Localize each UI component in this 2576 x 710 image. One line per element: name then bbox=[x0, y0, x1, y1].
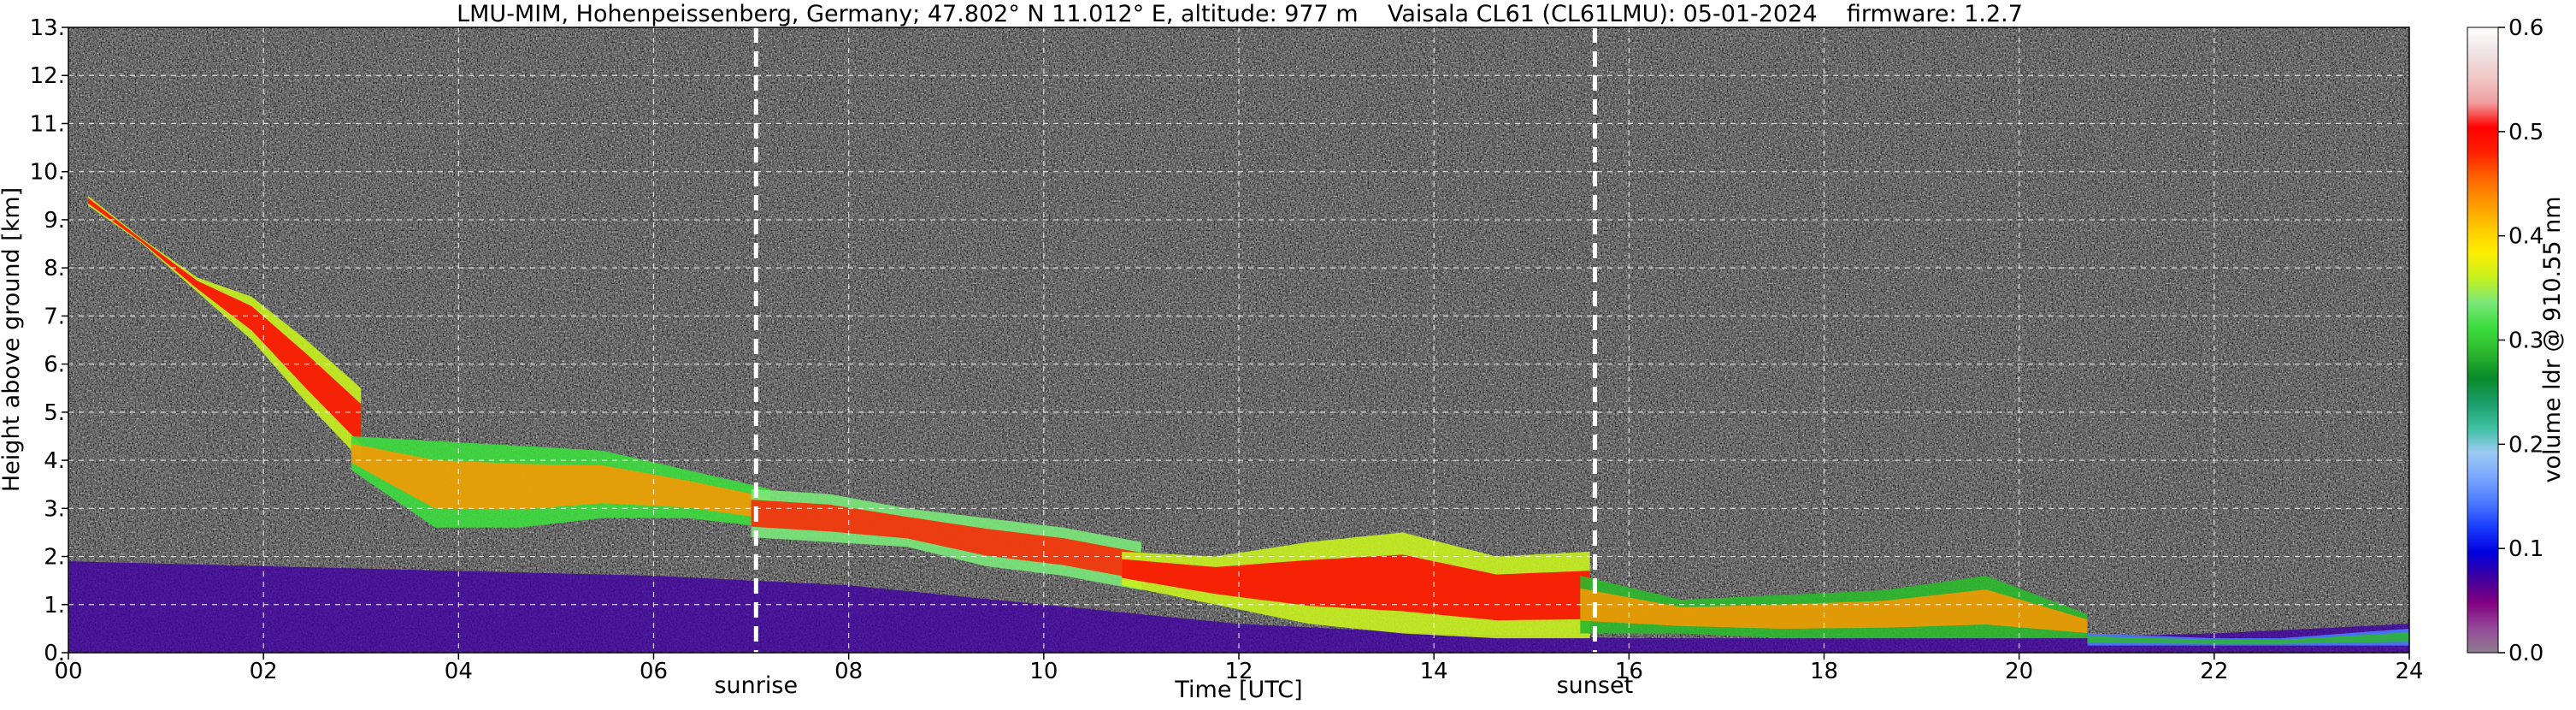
sunrise-label: sunrise bbox=[714, 672, 798, 699]
colorbar-tick-label: 0.6 bbox=[2508, 15, 2544, 41]
y-tick-label: 6. bbox=[44, 352, 65, 378]
x-axis-label: Time [UTC] bbox=[1174, 677, 1302, 703]
y-axis-ticks: 0. 1. 2. 3. 4. 5. 6. 7. 8. 9. 10. 11. 12. 13. bbox=[30, 15, 68, 666]
x-tick-label: 16 bbox=[1615, 659, 1643, 684]
x-tick-label: 18 bbox=[1810, 659, 1838, 684]
y-tick-label: 3. bbox=[44, 496, 65, 522]
colorbar-tick-label: 0.2 bbox=[2508, 432, 2544, 458]
y-tick-label: 8. bbox=[44, 256, 65, 281]
cloud-layer-core bbox=[1580, 588, 2088, 633]
x-tick-label: 02 bbox=[250, 659, 278, 684]
x-tick-label: 14 bbox=[1420, 659, 1448, 684]
cloud-layer-core bbox=[1122, 554, 1590, 621]
event-annotations: sunrise sunset bbox=[714, 672, 1633, 699]
colorbar-tick-label: 0.4 bbox=[2508, 224, 2544, 250]
colorbar-tick-label: 0.1 bbox=[2508, 536, 2544, 562]
y-tick-label: 1. bbox=[44, 593, 65, 618]
colorbar-tick-label: 0.3 bbox=[2508, 328, 2544, 354]
y-tick-label: 2. bbox=[44, 545, 65, 571]
colorbar-scale bbox=[2467, 27, 2499, 654]
x-tick-label: 22 bbox=[2200, 659, 2228, 684]
x-tick-label: 08 bbox=[834, 659, 863, 684]
colorbar-tick-label: 0.0 bbox=[2508, 641, 2544, 666]
x-tick-label: 06 bbox=[640, 659, 668, 684]
cloud-layer-core bbox=[351, 443, 771, 519]
y-tick-label: 5. bbox=[44, 400, 65, 426]
colorbar-tick-label: 0.5 bbox=[2508, 120, 2544, 145]
colorbar: 0.0 0.1 0.2 0.3 0.4 0.5 0.6 volume ldr @ 910.5… bbox=[2467, 15, 2566, 666]
cloud-layer-core bbox=[2087, 632, 2409, 644]
y-tick-label: 7. bbox=[44, 304, 65, 329]
x-axis-ticks: 00 02 04 06 08 10 12 14 16 18 20 22 24 bbox=[54, 653, 2424, 684]
y-tick-label: 4. bbox=[44, 448, 65, 474]
y-tick-label: 11. bbox=[30, 111, 65, 137]
grid-lines bbox=[68, 27, 2409, 653]
x-tick-label: 24 bbox=[2395, 659, 2423, 684]
y-tick-label: 9. bbox=[44, 208, 65, 234]
x-tick-label: 00 bbox=[54, 659, 82, 684]
plot-area bbox=[68, 27, 2409, 653]
sunset-label: sunset bbox=[1557, 672, 1634, 699]
cloud-layers bbox=[87, 195, 2409, 646]
y-tick-label: 10. bbox=[30, 160, 65, 186]
colorbar-label: volume ldr @ 910.55 nm bbox=[2539, 197, 2566, 483]
y-tick-label: 0. bbox=[44, 641, 65, 666]
colorbar-ticks: 0.0 0.1 0.2 0.3 0.4 0.5 0.6 bbox=[2498, 15, 2544, 666]
y-tick-label: 12. bbox=[30, 63, 65, 89]
x-tick-label: 04 bbox=[445, 659, 473, 684]
x-tick-label: 20 bbox=[2005, 659, 2033, 684]
chart-title: LMU-MIM, Hohenpeissenberg, Germany; 47.8… bbox=[457, 1, 2023, 27]
x-tick-label: 12 bbox=[1224, 659, 1253, 684]
cloud-layer-core bbox=[751, 500, 1141, 580]
x-tick-label: 10 bbox=[1029, 659, 1058, 684]
cloud-layer-core bbox=[87, 198, 362, 445]
y-tick-label: 13. bbox=[30, 15, 65, 41]
event-lines bbox=[753, 27, 1597, 653]
y-axis-label: Height above ground [km] bbox=[0, 187, 25, 492]
